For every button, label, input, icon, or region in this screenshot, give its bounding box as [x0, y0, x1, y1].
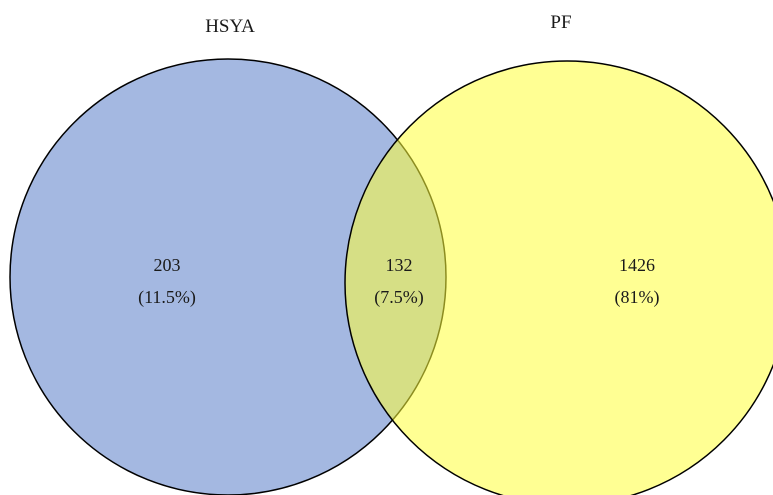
hsya-title: HSYA — [205, 16, 255, 37]
pf-title: PF — [550, 12, 571, 33]
pf-only-count: 1426 — [619, 255, 655, 275]
hsya-only-percent: (11.5%) — [138, 287, 196, 308]
intersection-count: 132 — [386, 255, 413, 275]
pf-circle — [344, 60, 773, 495]
intersection-percent: (7.5%) — [374, 287, 423, 308]
hsya-only-count: 203 — [154, 255, 181, 275]
pf-only-percent: (81%) — [615, 287, 660, 308]
